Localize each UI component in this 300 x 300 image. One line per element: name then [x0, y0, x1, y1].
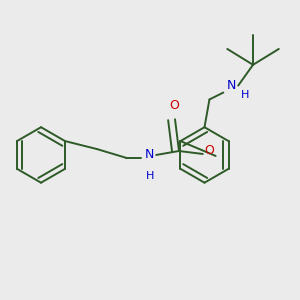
Text: H: H: [241, 89, 249, 100]
Text: N: N: [226, 79, 236, 92]
Text: O: O: [204, 145, 214, 158]
Text: N: N: [145, 148, 154, 161]
Text: O: O: [169, 99, 179, 112]
Text: H: H: [146, 171, 154, 181]
